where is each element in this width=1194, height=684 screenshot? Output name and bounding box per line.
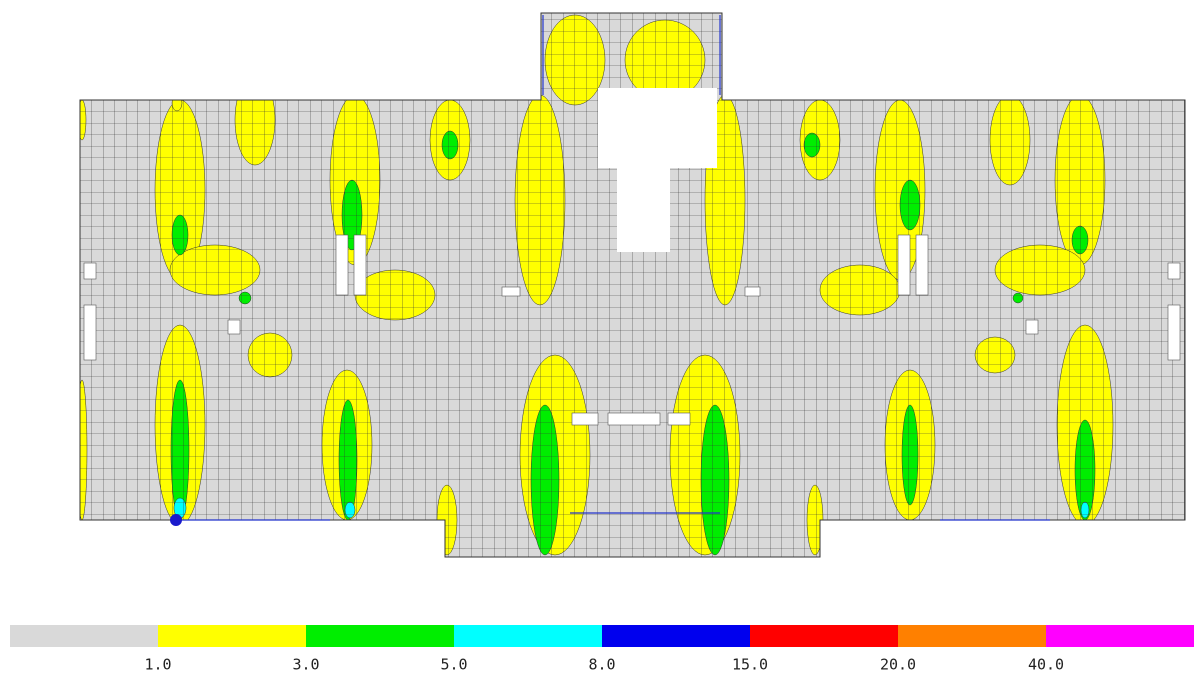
mesh <box>0 0 1194 600</box>
origin-marker <box>170 514 182 526</box>
legend-label: 5.0 <box>440 656 467 674</box>
legend: 1.0 3.0 5.0 8.0 15.0 20.0 40.0 <box>10 625 1194 674</box>
legend-swatch <box>750 625 899 647</box>
contour-plot: 1.0 3.0 5.0 8.0 15.0 20.0 40.0 <box>0 0 1194 680</box>
floor-plan <box>0 0 1194 600</box>
legend-swatch <box>306 625 455 647</box>
legend-label: 40.0 <box>1028 656 1064 674</box>
legend-swatch <box>898 625 1047 647</box>
legend-swatch <box>1046 625 1194 647</box>
legend-swatch <box>10 625 159 647</box>
legend-label: 1.0 <box>144 656 171 674</box>
legend-swatch <box>454 625 603 647</box>
legend-swatch <box>602 625 751 647</box>
legend-label: 3.0 <box>292 656 319 674</box>
legend-label: 8.0 <box>588 656 615 674</box>
legend-swatch <box>158 625 307 647</box>
legend-label: 15.0 <box>732 656 768 674</box>
legend-label: 20.0 <box>880 656 916 674</box>
